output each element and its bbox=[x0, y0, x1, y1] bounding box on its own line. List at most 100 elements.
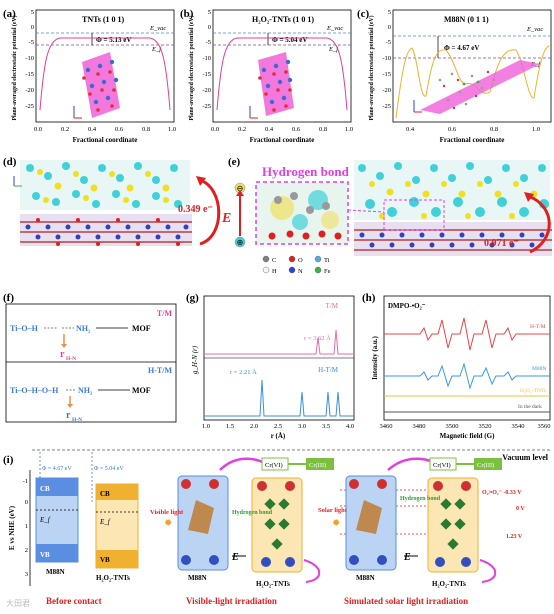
panel-h: (h) DMPO-•O₂⁻ H-T/M M88N H₂O₂-TNTs In th… bbox=[362, 292, 551, 440]
panel-i-vis-mof-icon bbox=[188, 500, 214, 534]
panel-a-xtick: 0.4 bbox=[88, 126, 97, 133]
panel-c-ytick: 5 bbox=[388, 9, 391, 16]
panel-h-xtick: 3480 bbox=[413, 423, 426, 430]
panel-i-solar: Simulated solar light irradiation bbox=[344, 596, 468, 606]
panel-i-123-label: 1.23 V bbox=[506, 534, 523, 540]
panel-i-sol-cr3-box bbox=[474, 458, 502, 470]
panel-c-evac-label: E_vac bbox=[526, 26, 543, 33]
panel-b-xtick: 0.8 bbox=[319, 126, 327, 133]
panel-a-ytick: -25 bbox=[25, 103, 34, 110]
panel-h-ylabel: Intensity (a.u.) bbox=[371, 335, 379, 379]
panel-h-xtick: 3460 bbox=[380, 423, 393, 430]
panel-a-ytick: 5 bbox=[31, 9, 34, 16]
panel-f-nh2-bottom: NH₂ bbox=[78, 386, 93, 395]
panel-e-hbond-region bbox=[383, 199, 445, 231]
panel-f-tm: T/M bbox=[157, 309, 173, 318]
panel-g-xtick: 1.0 bbox=[202, 423, 210, 430]
panel-a-curve bbox=[39, 37, 171, 111]
panel-f-htm: H-T/M bbox=[148, 366, 172, 375]
panel-i-solar: Cr(VI) Cr(III) Hydrogen bond E Solar lig… bbox=[318, 457, 525, 606]
panel-i-sol-hole bbox=[435, 557, 445, 567]
panel-i-ytick: 3 bbox=[25, 571, 28, 578]
panel-c-ylabel: Plane-averaged electrostatic potential (… bbox=[368, 15, 375, 120]
panel-h-xtick: 3560 bbox=[538, 423, 551, 430]
panel-c-xtick: 0.8 bbox=[490, 126, 498, 133]
panel-e-legend: C O Ti H N Fe bbox=[262, 255, 331, 275]
panel-b-ytick: -15 bbox=[202, 71, 211, 78]
panel-g-htm: H-T/M bbox=[318, 366, 339, 374]
panel-g-xlabel: r (Å) bbox=[271, 432, 286, 440]
panel-e-field-arrowhead bbox=[236, 190, 244, 196]
panel-b-xtick: 1.0 bbox=[345, 126, 353, 133]
panel-e-plus-sign: ⊕ bbox=[237, 238, 244, 247]
panel-c: (c) M88N (0 1 1) E_vac E_f Φ = 4.67 eV 5… bbox=[357, 8, 552, 144]
panel-f-r-top: r bbox=[60, 349, 65, 360]
panel-e-arrowhead bbox=[524, 192, 534, 202]
panel-c-title: M88N (0 1 1) bbox=[444, 15, 489, 24]
panel-g-xtick: 1.5 bbox=[226, 423, 234, 430]
panel-b-axis-triad bbox=[249, 106, 258, 119]
panel-a-axis-triad bbox=[73, 106, 82, 119]
panel-d-arrowhead bbox=[196, 176, 206, 186]
panel-b-ytick: -20 bbox=[202, 87, 211, 94]
panel-i-m88n-vb bbox=[36, 544, 78, 562]
panel-d-label: (d) bbox=[3, 156, 17, 168]
panel-h-h2o2-label: H₂O₂-TNTs bbox=[520, 388, 546, 394]
panel-i-m88n-name: M88N bbox=[46, 568, 65, 576]
panel-i-tnt-ef: E_f bbox=[99, 518, 111, 526]
panel-i-visible: Cr(VI) Cr(III) Hydrogen bond E Visible l… bbox=[150, 457, 334, 606]
panel-i-vis-tnt-block bbox=[251, 477, 303, 573]
panel-b-xtick: 0.6 bbox=[292, 126, 301, 133]
panel-c-xlabel: Fractional coordinate bbox=[440, 136, 505, 144]
panel-i-sol-cr3: Cr(III) bbox=[477, 462, 494, 469]
panel-d-axis-triad bbox=[13, 176, 22, 187]
panel-i-tnt-cb-label: CB bbox=[100, 490, 110, 498]
panel-h-dark-label: In the dark bbox=[518, 404, 542, 410]
panel-b-evac-label: E_vac bbox=[326, 25, 343, 32]
panel-f-rsub-top: H-N bbox=[66, 356, 76, 362]
panel-f-r-bottom: r bbox=[66, 410, 71, 421]
legend-o: O bbox=[298, 257, 303, 264]
panel-a-evac-label: E_vac bbox=[149, 25, 166, 32]
panel-a-label: (a) bbox=[3, 8, 16, 20]
panel-c-crystal bbox=[420, 60, 540, 114]
panel-i-vis-hole bbox=[209, 555, 219, 565]
panel-a-xtick: 0.8 bbox=[142, 126, 150, 133]
panel-e-minus-sign: ⊖ bbox=[237, 184, 244, 193]
panel-i-vis-hole-arrow bbox=[303, 559, 321, 583]
legend-fe: Fe bbox=[324, 268, 331, 275]
panel-b-phi: Φ = 5.04 eV bbox=[272, 36, 307, 44]
panel-i-sol-light: Solar light bbox=[318, 507, 348, 514]
panel-i-m88n-ef: E_f bbox=[39, 516, 51, 524]
legend-ti: Ti bbox=[324, 257, 330, 264]
panel-c-xtick: 0.6 bbox=[448, 126, 457, 133]
panel-f-nh2-top: NH₂ bbox=[76, 324, 91, 333]
panel-a-title: TNTs (1 0 1) bbox=[82, 15, 124, 24]
panel-i-sol-electron bbox=[433, 481, 443, 491]
panel-h-title: DMPO-•O₂⁻ bbox=[388, 302, 426, 310]
panel-h-axes bbox=[383, 295, 551, 421]
panel-b-title: H₂O₂-TNTs (1 0 1) bbox=[252, 15, 314, 24]
panel-h-label: (h) bbox=[362, 292, 376, 304]
panel-i: (i) Vacuum level -1 0 1 2 3 E vs NHE (eV… bbox=[3, 449, 552, 608]
panel-i-tnt-vb-label: VB bbox=[100, 556, 110, 564]
panel-i-vis-electron bbox=[209, 479, 219, 489]
panel-e-plus-icon bbox=[234, 236, 246, 248]
panel-e-field-label: E bbox=[221, 211, 231, 226]
panel-i-tnt-vb bbox=[96, 550, 138, 568]
panel-b-xlabel: Fractional coordinate bbox=[250, 136, 315, 144]
panel-f-tm-structure: Ti–O–H NH₂ MOF r H-N bbox=[10, 324, 151, 362]
panel-b-xtick: 0.0 bbox=[211, 126, 219, 133]
panel-i-zero-label: 0 V bbox=[516, 506, 525, 512]
svg-text:Ti–O–H–O–H: Ti–O–H–O–H bbox=[10, 386, 59, 395]
panel-f-mof-top: MOF bbox=[132, 324, 151, 333]
panel-i-sol-electron bbox=[461, 481, 471, 491]
panel-b-crystal bbox=[258, 52, 294, 116]
panel-i-o2-label: O₂/•O₂⁻ -0.33 V bbox=[482, 490, 522, 496]
panel-f-htm-structure: Ti–O–H–O–H NH₂ MOF r H-N bbox=[10, 386, 151, 423]
panel-i-vis-electron bbox=[257, 481, 267, 491]
panel-h-xtick: 3520 bbox=[479, 423, 492, 430]
panel-c-ytick: 0 bbox=[388, 24, 391, 31]
panel-i-sol-m88n-name: M88N bbox=[356, 574, 375, 582]
panel-a: (a) TNTs (1 0 1) E_vac E_f Φ = 5.13 eV 5… bbox=[3, 8, 176, 144]
